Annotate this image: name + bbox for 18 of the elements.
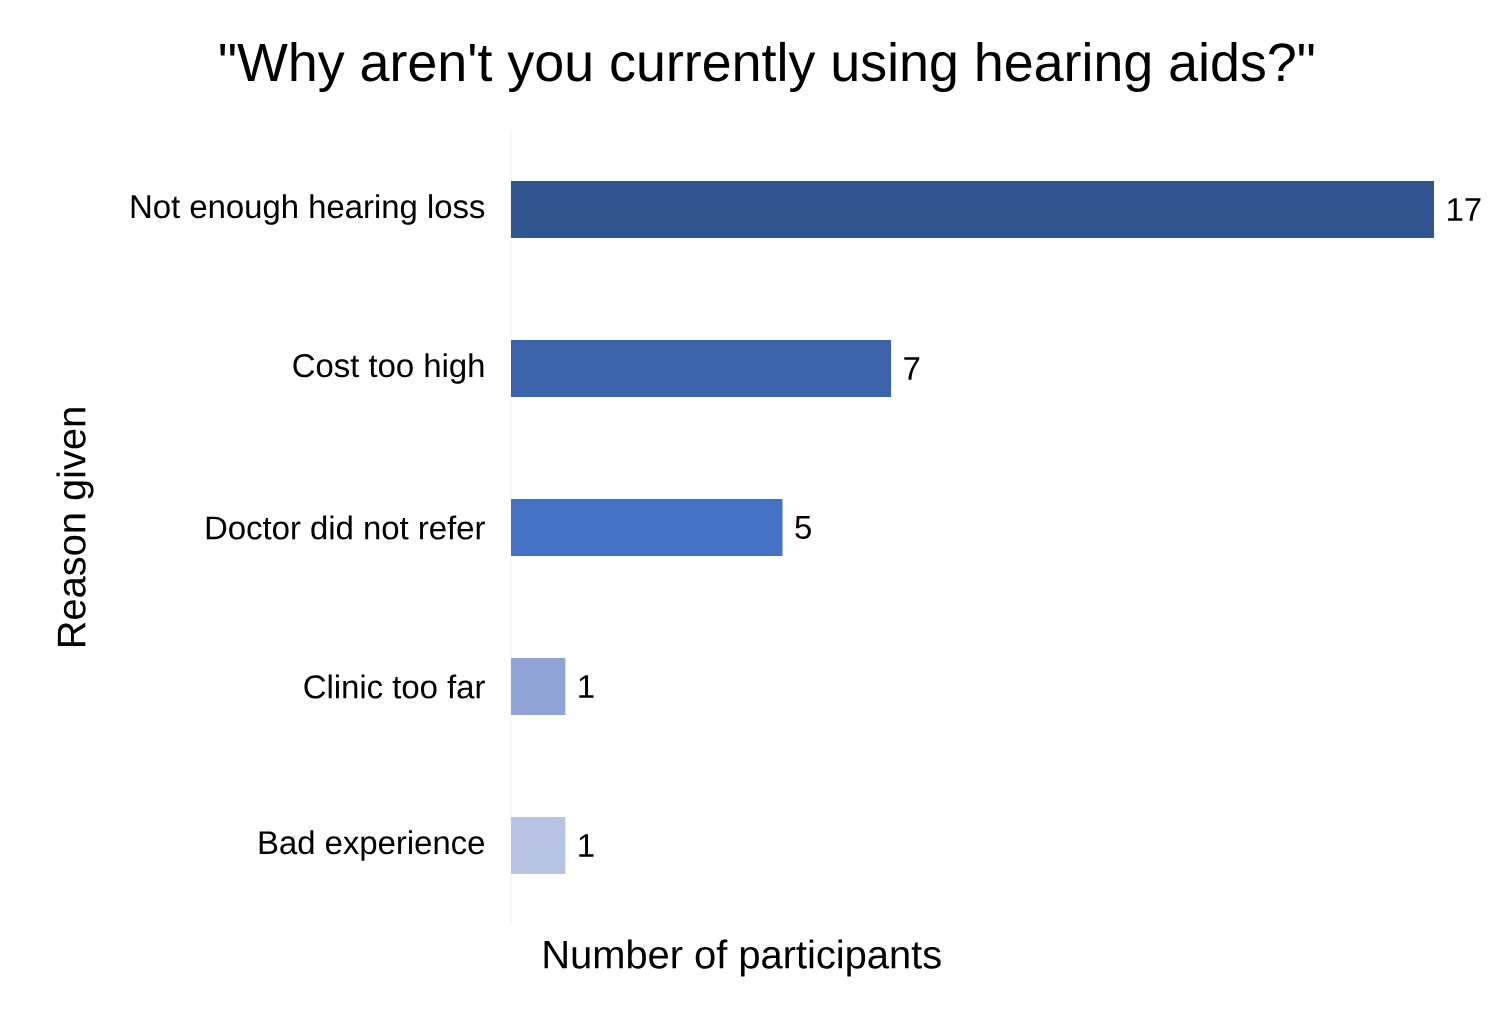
x-axis-title: Number of participants <box>544 939 941 977</box>
y-axis-title: Reason given <box>56 408 94 647</box>
data-label: 7 <box>904 357 920 380</box>
bar <box>511 658 566 715</box>
data-label: 1 <box>579 675 594 698</box>
bar <box>511 180 1435 238</box>
y-tick-label: Doctor did not refer <box>206 515 485 540</box>
bar <box>511 817 566 875</box>
chart-title: "Why aren't you currently using hearing aids?" <box>220 41 1314 93</box>
bar <box>511 340 892 397</box>
y-tick-label: Bad experience <box>259 830 484 861</box>
y-tick-label: Not enough hearing loss <box>131 194 485 225</box>
y-tick-label: Clinic too far <box>304 674 485 699</box>
bar <box>511 499 783 556</box>
data-label: 5 <box>795 516 811 539</box>
data-label: 17 <box>1448 198 1481 221</box>
data-label: 1 <box>579 834 594 857</box>
y-tick-label: Cost too high <box>293 353 484 384</box>
